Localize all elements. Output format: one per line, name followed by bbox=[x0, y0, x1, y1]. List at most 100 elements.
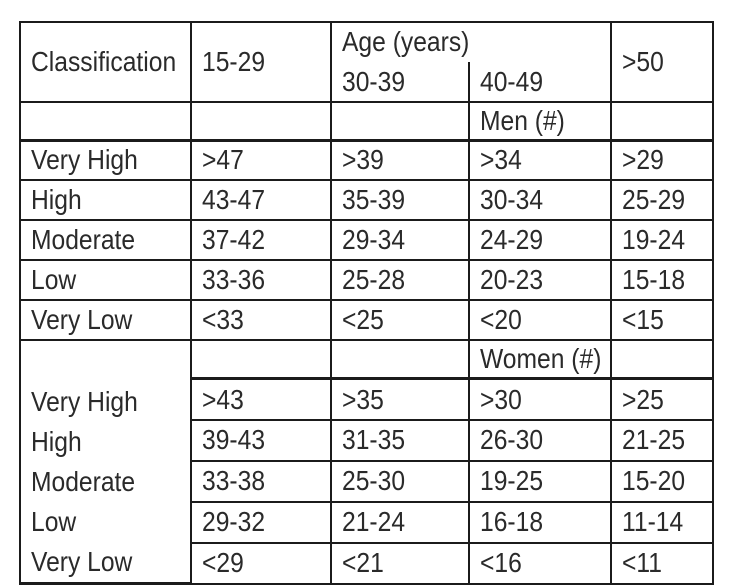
row-label-cell: Low bbox=[19, 259, 192, 301]
table-cell: 33-38 bbox=[190, 459, 332, 503]
table-cell: >47 bbox=[190, 139, 332, 181]
header-cell-classification: Classification bbox=[19, 21, 192, 103]
row-label: Very High bbox=[22, 382, 189, 422]
row-label: Low bbox=[31, 264, 77, 295]
row-label-cell: Very High bbox=[19, 139, 192, 181]
cell-value: 20-23 bbox=[480, 264, 544, 295]
row-label: Very Low bbox=[22, 542, 189, 581]
table-cell: 26-30 bbox=[468, 418, 612, 462]
women-row-labels-cell: Very High High Moderate Low Very Low bbox=[19, 339, 192, 585]
cell-value: 26-30 bbox=[480, 424, 544, 456]
table-cell: >29 bbox=[610, 139, 714, 181]
cell-value: >29 bbox=[622, 144, 664, 176]
table-cell: 37-42 bbox=[190, 219, 332, 261]
cell-value: >25 bbox=[622, 383, 664, 415]
table-cell: <16 bbox=[468, 541, 612, 585]
men-section-header-row: Men (#) bbox=[19, 101, 714, 142]
empty-cell bbox=[19, 101, 192, 142]
table-row-men-high: High 43-47 35-39 30-34 25-29 bbox=[19, 179, 714, 221]
header-cell-age-40-49: 40-49 bbox=[468, 62, 612, 103]
table-row-men-very-high: Very High >47 >39 >34 >29 bbox=[19, 139, 714, 181]
table-cell: <25 bbox=[330, 299, 470, 341]
table-cell: 25-29 bbox=[610, 179, 714, 221]
empty-cell bbox=[190, 339, 332, 381]
cell-value: 11-14 bbox=[622, 506, 684, 538]
table-cell: 21-25 bbox=[610, 418, 714, 462]
cell-value: <25 bbox=[342, 304, 384, 335]
cell-value: 29-34 bbox=[342, 224, 406, 255]
table-cell: 19-24 bbox=[610, 219, 714, 261]
table-cell: <20 bbox=[468, 299, 612, 341]
men-section-label: Men (#) bbox=[480, 104, 565, 136]
women-section-label: Women (#) bbox=[480, 343, 602, 375]
table-cell: 15-20 bbox=[610, 459, 714, 503]
table-row-women-low: 29-32 21-24 16-18 11-14 bbox=[20, 500, 714, 544]
row-label-text: Very High bbox=[31, 386, 138, 417]
table-cell: <11 bbox=[610, 541, 714, 585]
cell-value: 16-18 bbox=[480, 506, 544, 538]
row-label: High bbox=[31, 184, 82, 215]
cell-value: 15-20 bbox=[622, 465, 686, 497]
header-row-age-values: 30-39 40-49 bbox=[20, 62, 713, 103]
row-label: Moderate bbox=[31, 224, 136, 255]
header-cell-age-years: Age (years) bbox=[330, 21, 612, 62]
table-cell: 39-43 bbox=[190, 418, 332, 462]
table-cell: >43 bbox=[190, 377, 332, 421]
table-cell: 29-34 bbox=[330, 219, 470, 261]
cell-value: <16 bbox=[480, 547, 522, 579]
table-cell: 24-29 bbox=[468, 219, 612, 261]
table-cell: >39 bbox=[330, 139, 470, 181]
women-row-labels: Very High High Moderate Low Very Low bbox=[22, 342, 189, 581]
row-label-text: Low bbox=[31, 506, 77, 537]
cell-value: <33 bbox=[202, 304, 244, 335]
table-cell: >34 bbox=[468, 139, 612, 181]
table-cell: 25-28 bbox=[330, 259, 470, 301]
table-row-women-very-high: >43 >35 >30 >25 bbox=[20, 377, 714, 421]
empty-cell bbox=[610, 101, 714, 142]
table-cell: 11-14 bbox=[610, 500, 714, 544]
table-cell: <21 bbox=[330, 541, 470, 585]
cell-value: 25-30 bbox=[342, 465, 406, 497]
table-cell: 43-47 bbox=[190, 179, 332, 221]
row-label-cell: High bbox=[19, 179, 192, 221]
age-group-label: Age (years) bbox=[342, 26, 470, 57]
cell-value: >39 bbox=[342, 144, 384, 176]
cell-value: 15-18 bbox=[622, 264, 686, 295]
cell-value: <29 bbox=[202, 547, 244, 579]
table-cell: <29 bbox=[190, 541, 332, 585]
row-label: Very High bbox=[31, 144, 138, 176]
age-column-label: 30-39 bbox=[342, 65, 406, 97]
table-row-women-high: 39-43 31-35 26-30 21-25 bbox=[20, 418, 714, 462]
cell-value: <15 bbox=[622, 304, 664, 335]
row-label-text: High bbox=[31, 426, 82, 457]
table-row-women-moderate: 33-38 25-30 19-25 15-20 bbox=[20, 459, 714, 503]
row-label-cell: Moderate bbox=[19, 219, 192, 261]
cell-value: >35 bbox=[342, 383, 384, 415]
cell-value: 19-25 bbox=[480, 465, 544, 497]
row-label-text: Very Low bbox=[31, 546, 133, 577]
women-section-label-cell: Women (#) bbox=[468, 339, 612, 381]
empty-cell bbox=[190, 101, 332, 142]
cell-value: 24-29 bbox=[480, 224, 544, 255]
row-label: Very Low bbox=[31, 304, 133, 335]
table-cell: 30-34 bbox=[468, 179, 612, 221]
cell-value: <20 bbox=[480, 304, 522, 335]
cell-value: >47 bbox=[202, 144, 244, 176]
cell-value: 33-36 bbox=[202, 264, 266, 295]
cell-value: <11 bbox=[622, 547, 662, 579]
table-cell: <33 bbox=[190, 299, 332, 341]
empty-cell bbox=[330, 101, 470, 142]
table-cell: 19-25 bbox=[468, 459, 612, 503]
row-label-cell: Very Low bbox=[19, 299, 192, 341]
table-row-women-very-low: <29 <21 <16 <11 bbox=[20, 541, 714, 585]
cell-value: >30 bbox=[480, 383, 522, 415]
table-cell: >30 bbox=[468, 377, 612, 421]
cell-value: 21-24 bbox=[342, 506, 406, 538]
table-cell: 31-35 bbox=[330, 418, 470, 462]
empty-cell bbox=[330, 339, 470, 381]
women-section-header-row: Very High High Moderate Low Very Low Wom… bbox=[19, 339, 714, 585]
men-section-label-cell: Men (#) bbox=[468, 101, 612, 142]
table-cell: 33-36 bbox=[190, 259, 332, 301]
cell-value: >34 bbox=[480, 144, 522, 176]
